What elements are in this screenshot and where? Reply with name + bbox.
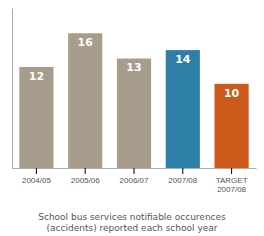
x-tick: 2006/07 [120, 168, 149, 185]
bar [19, 67, 53, 168]
x-tick-label-line: TARGET [216, 176, 248, 185]
x-tick-label: 2006/07 [120, 176, 149, 185]
plot: 2004/052005/062006/072007/08TARGET2007/0… [13, 9, 257, 195]
bar [215, 84, 249, 168]
x-tick-label-line: 2005/06 [71, 176, 100, 185]
data-label: 16 [78, 36, 94, 49]
x-tick-label-line: 2004/05 [22, 176, 51, 185]
bar [117, 59, 151, 168]
x-tick-mark [134, 168, 135, 174]
bar [166, 50, 200, 168]
chart-svg: 2004/052005/062006/072007/08TARGET2007/0… [0, 0, 264, 236]
x-tick: TARGET2007/08 [216, 168, 248, 194]
x-tick-label-line: 2007/08 [217, 185, 246, 194]
x-tick-label: 2004/05 [22, 176, 51, 185]
x-axis: 2004/052005/062006/072007/08TARGET2007/0… [13, 168, 257, 194]
x-tick-mark [182, 168, 183, 174]
y-axis [12, 9, 13, 169]
x-tick-label: 2005/06 [71, 176, 100, 185]
title: School bus services notifiable occurence… [38, 212, 226, 233]
bars [19, 33, 248, 168]
x-tick: 2007/08 [168, 168, 197, 185]
data-label: 13 [126, 61, 141, 74]
y-axis-line [12, 9, 13, 169]
title-line: (accidents) reported each school year [47, 223, 218, 233]
title-line: School bus services notifiable occurence… [38, 212, 226, 222]
data-labels: 12 16 13 14 10 [29, 36, 240, 100]
x-tick: 2004/05 [22, 168, 51, 185]
x-tick-mark [85, 168, 86, 174]
x-tick-label-line: 2007/08 [168, 176, 197, 185]
data-label: 12 [29, 70, 44, 83]
data-label: 10 [224, 87, 240, 100]
x-tick-mark [36, 168, 37, 174]
x-tick-label: TARGET2007/08 [216, 176, 248, 195]
x-tick-label: 2007/08 [168, 176, 197, 185]
x-tick: 2005/06 [71, 168, 100, 185]
x-tick-label-line: 2006/07 [120, 176, 149, 185]
chart-container: 2004/052005/062006/072007/08TARGET2007/0… [0, 0, 264, 236]
bar [68, 33, 102, 168]
x-tick-mark [231, 168, 232, 174]
data-label: 14 [175, 53, 191, 66]
